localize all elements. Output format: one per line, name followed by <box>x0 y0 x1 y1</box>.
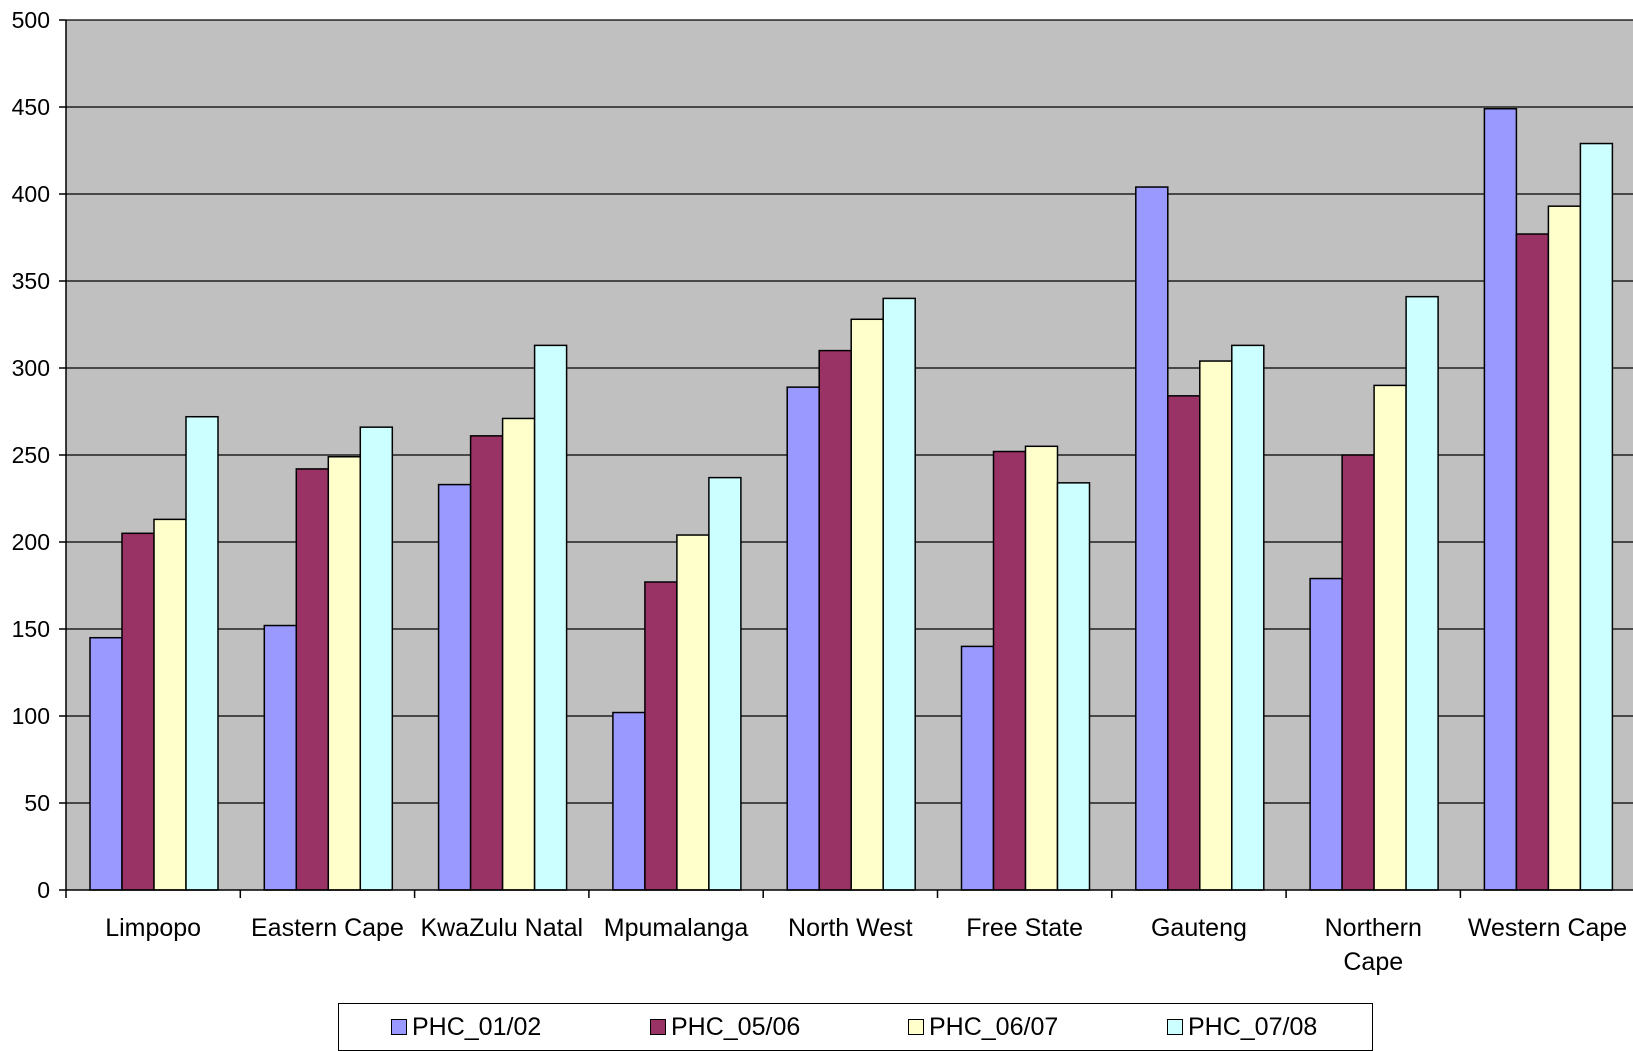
legend-item: PHC_06/07 <box>908 1012 1058 1042</box>
bar-phc-01-02 <box>1483 107 1518 891</box>
bar-phc-01-02 <box>437 483 472 891</box>
bar-phc-01-02 <box>89 636 123 891</box>
y-tick-label: 100 <box>12 703 50 729</box>
legend-item: PHC_05/06 <box>650 1012 800 1042</box>
y-tick-label: 200 <box>12 529 50 555</box>
legend-item: PHC_07/08 <box>1167 1012 1317 1042</box>
x-category-label: Mpumalanga <box>604 914 749 942</box>
bar-phc-06-07 <box>327 455 362 891</box>
bar-phc-01-02 <box>960 645 995 891</box>
bar-phc-06-07 <box>501 417 536 891</box>
bar-phc-01-02 <box>1309 577 1343 891</box>
axes <box>59 19 1633 898</box>
axis-labels: 0 50 100 150 200 250 300 350 400 450 500 Limpopo Eas… <box>12 7 1628 976</box>
bar-phc-05-06 <box>1167 395 1201 891</box>
bar-phc-07-08 <box>882 297 916 891</box>
bar-phc-05-06 <box>469 435 504 891</box>
y-tick-label: 300 <box>12 355 50 381</box>
legend-swatch <box>391 1019 407 1035</box>
bars <box>89 107 1614 891</box>
legend-item: PHC_01/02 <box>391 1012 541 1042</box>
x-category-label: Cape <box>1343 948 1403 976</box>
y-tick-label: 0 <box>37 877 50 903</box>
bar-phc-07-08 <box>1231 344 1265 891</box>
legend-label: PHC_06/07 <box>929 1012 1059 1041</box>
y-tick-label: 350 <box>12 268 50 294</box>
bar-phc-06-07 <box>1024 445 1059 891</box>
x-category-label: Gauteng <box>1151 914 1247 942</box>
y-tick-label: 150 <box>12 616 50 642</box>
x-category-label: Western Cape <box>1468 914 1627 942</box>
y-tick-label: 50 <box>24 790 50 816</box>
bar-phc-06-07 <box>676 534 710 891</box>
x-category-label: KwaZulu Natal <box>420 914 583 942</box>
bar-phc-05-06 <box>992 450 1027 891</box>
bar-phc-07-08 <box>1056 482 1091 891</box>
bar-phc-05-06 <box>295 468 330 891</box>
bar-phc-05-06 <box>1515 233 1550 891</box>
bar-phc-07-08 <box>533 344 568 891</box>
bar-phc-07-08 <box>185 415 219 891</box>
bar-phc-07-08 <box>1579 142 1614 891</box>
legend-label: PHC_07/08 <box>1188 1012 1318 1041</box>
y-tick-label: 500 <box>12 7 50 33</box>
x-category-label: Free State <box>966 914 1083 942</box>
legend-label: PHC_05/06 <box>671 1012 801 1041</box>
bar-phc-06-07 <box>1547 205 1582 891</box>
y-tick-label: 250 <box>12 442 50 468</box>
bar-phc-06-07 <box>850 318 884 891</box>
legend: PHC_01/02 PHC_05/06 PHC_06/07 PHC_07/08 <box>338 1003 1373 1051</box>
y-tick-label: 400 <box>12 181 50 207</box>
bar-phc-05-06 <box>644 581 678 891</box>
bar-phc-06-07 <box>153 518 187 891</box>
bar-phc-07-08 <box>708 476 742 891</box>
bar-phc-01-02 <box>1135 186 1169 891</box>
bar-phc-05-06 <box>121 532 155 891</box>
bar-phc-07-08 <box>359 426 394 891</box>
x-category-label: Eastern Cape <box>251 914 404 942</box>
legend-swatch <box>908 1019 924 1035</box>
y-tick-label: 450 <box>12 94 50 120</box>
legend-swatch <box>1167 1019 1183 1035</box>
x-category-label: Limpopo <box>105 914 201 942</box>
bar-phc-05-06 <box>818 349 852 891</box>
bar-phc-01-02 <box>612 711 646 891</box>
bar-phc-07-08 <box>1405 295 1439 891</box>
legend-label: PHC_01/02 <box>412 1012 542 1041</box>
x-category-label: North West <box>788 914 913 942</box>
bar-phc-06-07 <box>1199 360 1233 891</box>
legend-swatch <box>650 1019 666 1035</box>
x-category-label: Northern <box>1325 914 1422 942</box>
bar-phc-05-06 <box>1341 454 1375 891</box>
bar-phc-01-02 <box>263 624 298 891</box>
bar-phc-01-02 <box>786 386 820 891</box>
bar-phc-06-07 <box>1373 384 1407 891</box>
